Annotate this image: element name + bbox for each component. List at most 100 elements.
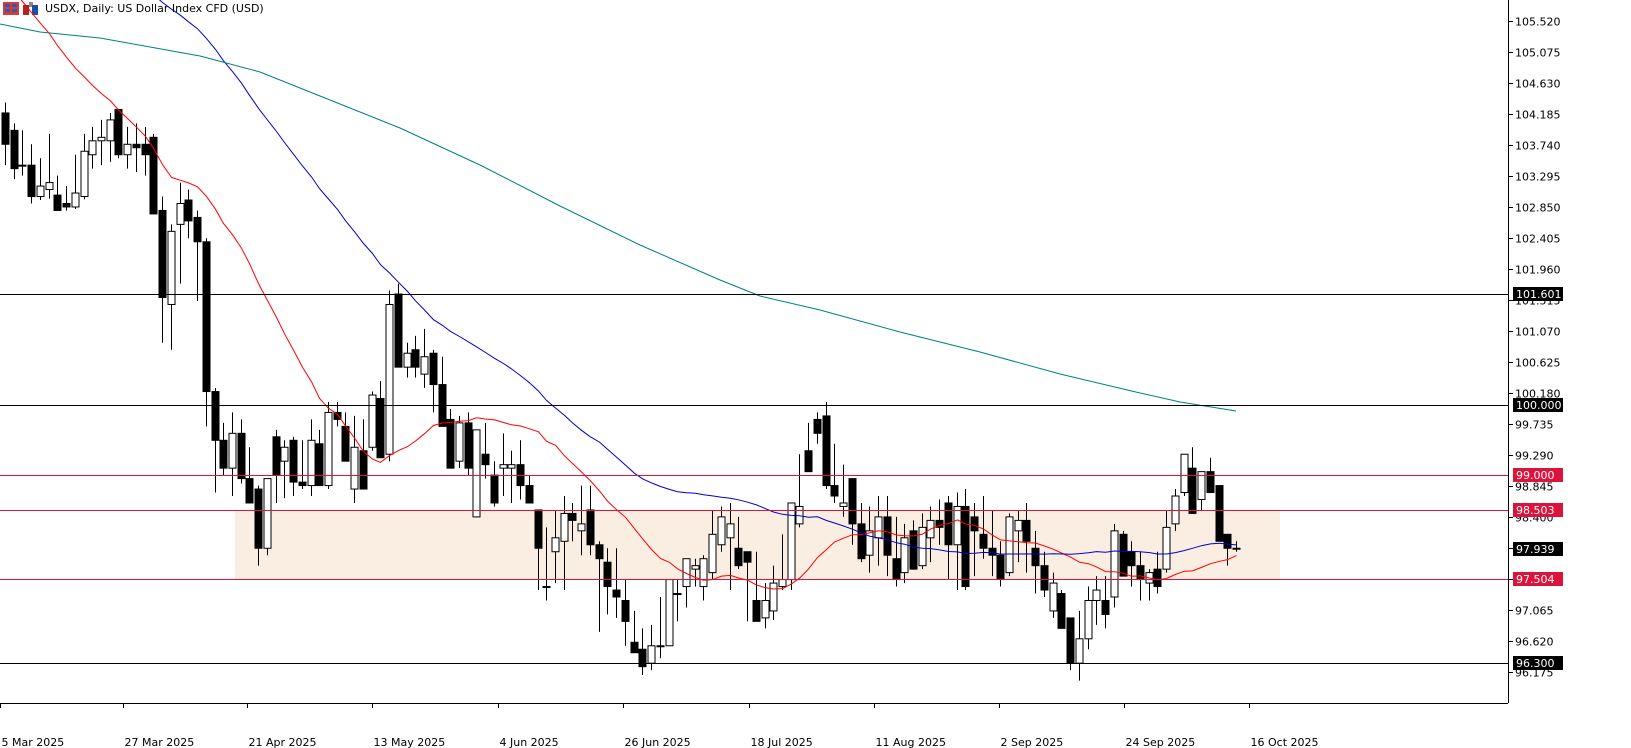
candle-bearish <box>219 439 228 469</box>
price-tick-label: 101.070 <box>1515 326 1561 339</box>
candle-bearish <box>525 485 534 504</box>
candle-bearish <box>1066 617 1075 664</box>
chart-bars-icon[interactable] <box>3 1 19 15</box>
candle-bullish <box>45 182 54 191</box>
candle-bearish <box>935 519 944 528</box>
level-price-label-bg <box>1513 398 1563 412</box>
level-price-label-bg <box>1513 503 1563 517</box>
candle-bearish <box>1101 599 1110 615</box>
time-tick-label: 13 May 2025 <box>374 736 446 748</box>
candle-bullish <box>18 164 27 167</box>
candle-bullish <box>787 502 796 581</box>
price-tick-label: 104.630 <box>1515 78 1561 91</box>
level-price-label: 100.000 <box>1516 399 1562 412</box>
candle-bearish <box>883 516 892 556</box>
candle-bullish <box>1197 471 1206 500</box>
moving-average-slow-line <box>0 23 1237 412</box>
candle-bearish <box>446 418 455 469</box>
candle-bearish <box>53 194 62 211</box>
candle-bearish <box>857 523 866 560</box>
current-price-label: 97.939 <box>1516 543 1555 556</box>
candle-bullish <box>420 356 429 375</box>
candle-bullish <box>708 533 717 574</box>
price-tick-label: 99.290 <box>1515 450 1554 463</box>
candle-bullish <box>167 230 176 305</box>
candle-bearish <box>848 478 857 525</box>
candle-bullish <box>761 599 770 619</box>
level-price-label: 96.300 <box>1516 657 1555 670</box>
price-tick-label: 105.520 <box>1515 16 1561 29</box>
candle-bullish <box>123 143 132 156</box>
price-tick-label: 103.295 <box>1515 171 1561 184</box>
chart-type-icon[interactable] <box>23 1 39 15</box>
price-tick-label: 102.850 <box>1515 202 1561 215</box>
candle-bullish <box>507 464 516 469</box>
candle-bearish <box>333 411 342 420</box>
time-tick-label: 4 Jun 2025 <box>500 736 559 748</box>
candle-bearish <box>1215 485 1224 542</box>
candle-bearish <box>988 547 997 556</box>
time-tick-label: 2 Sep 2025 <box>1001 736 1064 748</box>
candle-bullish <box>647 645 656 664</box>
candle-bullish <box>699 558 708 588</box>
candle-bullish <box>88 140 97 156</box>
candle-bearish <box>822 415 831 487</box>
candle-bullish <box>542 586 551 589</box>
candle-bullish <box>97 136 106 142</box>
candle-bearish <box>586 509 595 546</box>
candle-bullish <box>280 446 289 462</box>
candle-bullish <box>1014 519 1023 532</box>
time-tick-label: 5 Mar 2025 <box>2 736 65 748</box>
candle-bearish <box>734 547 743 567</box>
candle-bearish <box>970 516 979 532</box>
candle-bullish <box>80 150 89 198</box>
candle-bearish <box>62 202 71 208</box>
time-tick-label: 16 Oct 2025 <box>1251 736 1319 748</box>
candle-bearish <box>892 558 901 581</box>
candle-bearish <box>149 136 158 215</box>
candle-bearish <box>184 199 193 222</box>
level-price-label-bg <box>1513 287 1563 301</box>
candle-bullish <box>472 429 481 518</box>
candle-bearish <box>1022 519 1031 542</box>
price-tick-label: 104.185 <box>1515 109 1561 122</box>
candle-bearish <box>158 209 167 299</box>
candle-bullish <box>1180 453 1189 494</box>
candle-bearish <box>752 599 761 622</box>
candle-bullish <box>176 202 185 225</box>
candle-bullish <box>769 582 778 612</box>
current-price-label-bg <box>1513 542 1563 556</box>
candle-bearish <box>298 481 307 487</box>
candle-bearish <box>464 422 473 469</box>
candle-bullish <box>324 411 333 487</box>
level-price-label: 98.503 <box>1516 504 1555 517</box>
candle-bearish <box>1136 565 1145 581</box>
time-tick-label: 11 Aug 2025 <box>876 736 946 748</box>
candle-bullish <box>1110 530 1119 598</box>
candle-bearish <box>813 418 822 434</box>
candle-bullish <box>403 352 412 368</box>
candle-bearish <box>394 293 403 368</box>
candle-bearish <box>245 478 254 504</box>
candle-bearish <box>289 439 298 483</box>
candle-bullish <box>455 422 464 462</box>
price-tick-label: 99.735 <box>1515 419 1554 432</box>
chart-title-bar: USDX, Daily: US Dollar Index CFD (USD) <box>3 0 264 16</box>
candle-bearish <box>202 241 211 393</box>
candle-bearish <box>10 129 19 170</box>
time-tick-label: 21 Apr 2025 <box>249 736 317 748</box>
candle-bearish <box>1031 547 1040 567</box>
candle-bullish <box>560 512 569 542</box>
candle-bullish <box>1075 638 1084 664</box>
candle-bearish <box>132 143 141 149</box>
candle-bearish <box>237 432 246 480</box>
candle-bullish <box>551 537 560 553</box>
candle-bullish <box>726 523 735 539</box>
candle-bearish <box>603 561 612 588</box>
candle-bullish <box>71 192 80 208</box>
candle-bullish <box>865 530 874 556</box>
candle-bullish <box>1049 582 1058 612</box>
candle-bullish <box>717 516 726 546</box>
candle-bullish <box>307 439 316 487</box>
